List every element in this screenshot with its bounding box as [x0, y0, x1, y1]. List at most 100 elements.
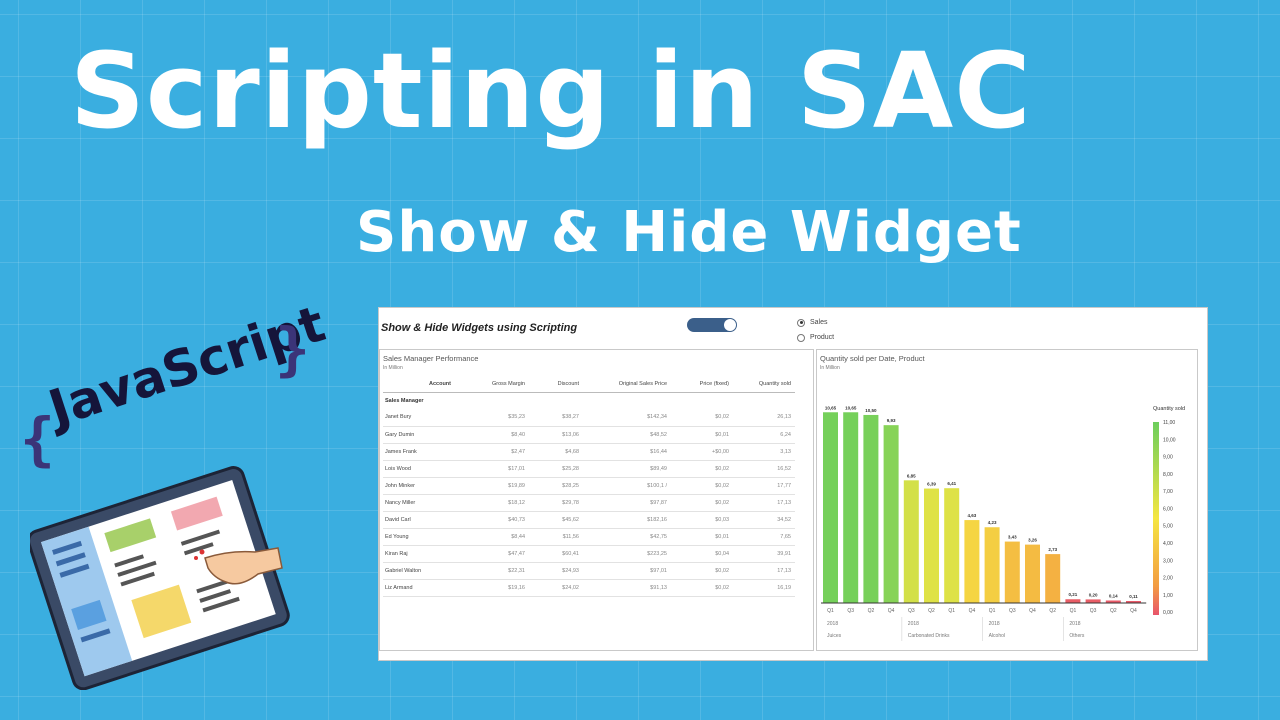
manager-name-cell: Gary Dumin [383, 426, 455, 444]
sales-manager-table: Account Gross Margin Discount Original S… [383, 376, 795, 597]
toggle-knob [724, 319, 736, 331]
column-header[interactable]: Original Sales Price [583, 376, 671, 393]
value-cell: $89,49 [583, 460, 671, 478]
value-cell: $8,40 [455, 426, 529, 444]
bar-value-label: 10,65 [825, 405, 837, 410]
radio-sales-label: Sales [810, 319, 828, 326]
value-cell: $0,01 [671, 426, 733, 444]
table-row[interactable]: Gabriel Walton $22,31 $24,93 $97,01 $0,02 17,… [383, 562, 795, 580]
x-tick-label: Q1 [989, 608, 996, 614]
value-cell: $24,02 [529, 579, 583, 597]
manager-name-cell: John Minker [383, 477, 455, 495]
value-cell: $19,16 [455, 579, 529, 597]
bar-value-label: 4,63 [968, 513, 977, 518]
chart-panel-unit: In Million [820, 365, 840, 371]
group-label: Sales Manager [385, 397, 424, 404]
bar [924, 488, 939, 603]
table-row[interactable]: John Minker $19,89 $28,25 $100,1 /$0,02 17,7… [383, 477, 795, 495]
column-header[interactable]: Quantity sold [733, 376, 795, 393]
table-row[interactable]: Gary Dumin $8,40 $13,06 $48,52 $0,01 6,24 [383, 426, 795, 444]
value-cell: $38,27 [529, 409, 583, 427]
value-cell: $42,75 [583, 528, 671, 546]
table-row[interactable]: Kiran Raj $47,47 $60,41 $223,25 $0,04 39,91 [383, 545, 795, 563]
radio-product[interactable]: Product [797, 330, 834, 345]
manager-name-cell: Kiran Raj [383, 545, 455, 563]
group-year-label: 2018 [908, 621, 919, 627]
value-cell: $182,16 [583, 511, 671, 529]
x-tick-label: Q1 [948, 608, 955, 614]
table-header-row: Account Gross Margin Discount Original S… [383, 376, 795, 393]
manager-name-cell: Gabriel Walton [383, 562, 455, 580]
bar [944, 488, 960, 603]
manager-name-cell: Janet Bury [383, 409, 455, 427]
bar-value-label: 6,39 [927, 482, 936, 487]
legend-tick-label: 3,00 [1163, 558, 1173, 564]
group-year-label: 2018 [1069, 621, 1080, 627]
bar [843, 412, 859, 603]
value-cell: $0,02 [671, 579, 733, 597]
column-header[interactable]: Gross Margin [455, 376, 529, 393]
javascript-badge: { JavaScript } [20, 295, 332, 490]
value-cell: $100,1 / [583, 477, 671, 495]
radio-sales[interactable]: Sales [797, 315, 834, 330]
left-brace: { [20, 405, 55, 473]
tablet-illustration-icon [30, 466, 290, 690]
value-cell: $0,02 [671, 409, 733, 427]
column-header[interactable]: Price (fixed) [671, 376, 733, 393]
manager-name-cell: James Frank [383, 443, 455, 461]
value-cell: $11,56 [529, 528, 583, 546]
dashboard-title: Show & Hide Widgets using Scripting [381, 322, 578, 334]
main-title: Scripting in SAC [70, 30, 1032, 152]
bar-value-label: 6,41 [947, 481, 956, 486]
table-row[interactable]: Ed Young $8,44 $11,56 $42,75 $0,01 7,65 [383, 528, 795, 546]
legend-tick-label: 2,00 [1163, 576, 1173, 582]
value-cell: +$0,00 [671, 443, 733, 461]
table-row[interactable]: Liz Armand $19,16 $24,02 $91,13 $0,02 16,19 [383, 579, 795, 597]
value-cell: $25,28 [529, 460, 583, 478]
value-cell: 16,52 [733, 460, 795, 478]
value-cell: $40,73 [455, 511, 529, 529]
bar [1105, 600, 1121, 603]
value-cell: $29,78 [529, 494, 583, 512]
sales-manager-table-panel: Sales Manager Performance In Million Acc… [379, 349, 814, 651]
column-header[interactable]: Account [383, 376, 455, 393]
x-tick-label: Q2 [868, 608, 875, 614]
show-hide-toggle[interactable] [687, 318, 737, 332]
legend-tick-label: 1,00 [1163, 593, 1173, 599]
bar [984, 527, 1000, 603]
bar-value-label: 0,14 [1109, 593, 1118, 598]
value-cell: $91,13 [583, 579, 671, 597]
x-tick-label: Q3 [1090, 608, 1097, 614]
x-tick-label: Q1 [1070, 608, 1077, 614]
value-cell: $60,41 [529, 545, 583, 563]
bar [863, 414, 879, 603]
bar [903, 480, 919, 603]
radio-product-label: Product [810, 334, 835, 341]
column-header[interactable]: Discount [529, 376, 583, 393]
bar-value-label: 10,65 [845, 405, 857, 410]
value-cell: 17,13 [733, 562, 795, 580]
value-cell: $0,02 [671, 494, 733, 512]
value-cell: $8,44 [455, 528, 529, 546]
legend-tick-label: 0,00 [1163, 610, 1173, 616]
value-cell: $48,52 [583, 426, 671, 444]
value-cell: 34,52 [733, 511, 795, 529]
table-row[interactable]: David Carl $40,73 $45,62 $182,16 $0,03 34,52 [383, 511, 795, 529]
x-tick-label: Q3 [847, 608, 854, 614]
group-year-label: 2018 [827, 621, 838, 627]
table-row[interactable]: James Frank $2,47 $4,68 $16,44 +$0,00 3,13 [383, 443, 795, 461]
bar [1085, 599, 1101, 603]
bar-value-label: 3,43 [1008, 535, 1017, 540]
legend-tick-label: 9,00 [1163, 455, 1173, 461]
group-product-label: Juices [827, 633, 842, 639]
group-row: Sales Manager [383, 392, 795, 409]
table-row[interactable]: Janet Bury $35,23 $38,27 $142,34 $0,02 26,13 [383, 409, 795, 427]
manager-name-cell: Lois Wood [383, 460, 455, 478]
value-cell: $45,62 [529, 511, 583, 529]
table-row[interactable]: Nancy Miller $18,12 $29,78 $97,87 $0,02 17,13 [383, 494, 795, 512]
value-cell: $13,06 [529, 426, 583, 444]
manager-name-cell: Nancy Miller [383, 494, 455, 512]
table-row[interactable]: Lois Wood $17,01 $25,28 $89,49 $0,02 16,52 [383, 460, 795, 478]
manager-name-cell: Ed Young [383, 528, 455, 546]
value-cell: $0,02 [671, 562, 733, 580]
